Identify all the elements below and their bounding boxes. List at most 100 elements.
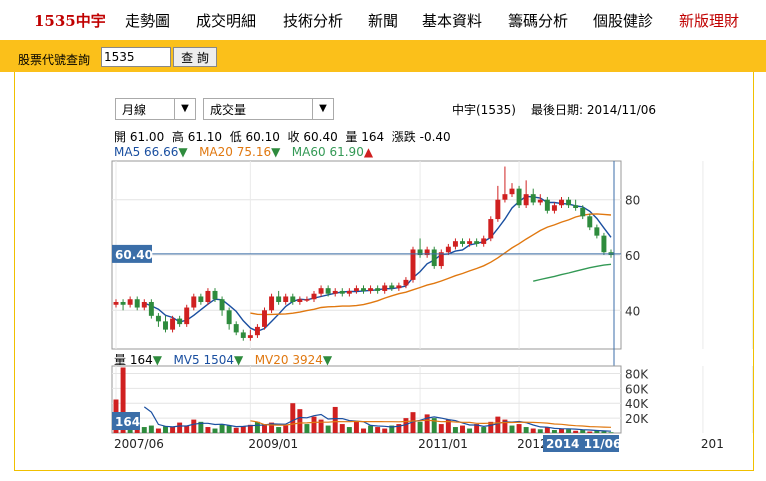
candle-body bbox=[452, 241, 458, 247]
candle-body bbox=[170, 318, 176, 330]
volume-bar bbox=[551, 430, 557, 433]
nav-item-trend[interactable]: 走勢圖 bbox=[125, 12, 171, 30]
candle-body bbox=[474, 241, 480, 244]
close-value: 60.40 bbox=[303, 130, 338, 144]
candle-body bbox=[530, 194, 536, 203]
vol-value: 164 bbox=[129, 353, 153, 367]
volume-bar bbox=[474, 424, 480, 433]
nav-item-technical[interactable]: 技術分析 bbox=[283, 12, 344, 30]
ma60-line bbox=[533, 263, 612, 282]
nav-item-trades[interactable]: 成交明細 bbox=[196, 12, 257, 30]
nav-item-chips[interactable]: 籌碼分析 bbox=[508, 12, 569, 30]
candle-body bbox=[580, 208, 586, 217]
volume-bar bbox=[417, 421, 423, 433]
candle-body bbox=[276, 296, 282, 302]
candle-body bbox=[304, 299, 310, 301]
candle-body bbox=[481, 238, 487, 244]
nav-item-basic-info[interactable]: 基本資料 bbox=[422, 12, 483, 30]
candle-body bbox=[445, 246, 451, 253]
indicator-select[interactable]: 成交量 ▼ bbox=[203, 98, 334, 120]
candle-body bbox=[551, 205, 557, 211]
candle-body bbox=[573, 205, 579, 208]
volume-bar bbox=[559, 428, 564, 433]
volume-bar bbox=[587, 431, 593, 433]
candle-body bbox=[431, 249, 437, 267]
last-date-tag bbox=[543, 435, 619, 452]
volume-bar bbox=[488, 421, 494, 433]
volume-bar bbox=[191, 419, 197, 433]
nav-item-new-finance[interactable]: 新版理財 bbox=[679, 12, 740, 30]
candle-body bbox=[148, 302, 154, 316]
volume-bar bbox=[573, 430, 579, 433]
candle-body bbox=[113, 302, 119, 305]
period-select-value: 月線 bbox=[122, 103, 147, 117]
query-button[interactable]: 查 詢 bbox=[173, 47, 217, 67]
brand-title[interactable]: 1535中宇 bbox=[34, 12, 106, 30]
arrow-down-icon: ▼ bbox=[322, 353, 333, 367]
volume-bar bbox=[198, 421, 204, 433]
arrow-down-icon: ▼ bbox=[178, 145, 188, 159]
chevron-down-icon: ▼ bbox=[174, 99, 195, 119]
current-price-tag bbox=[112, 244, 152, 263]
low-label: 低 bbox=[229, 130, 242, 144]
candle-body bbox=[488, 219, 494, 239]
volume-bar bbox=[523, 427, 529, 433]
candle-body bbox=[318, 288, 324, 294]
volume-bar bbox=[530, 428, 536, 433]
volume-bar bbox=[403, 418, 409, 433]
arrow-down-icon: ▼ bbox=[152, 353, 162, 367]
candle-body bbox=[177, 318, 183, 325]
ma5-value: 66.66 bbox=[144, 145, 179, 159]
ohlc-row: 開 61.00 高 61.10 低 60.10 收 60.40 量 164 漲跌… bbox=[114, 128, 451, 145]
candle-body bbox=[460, 241, 465, 244]
candle-body bbox=[361, 288, 366, 291]
candle-body bbox=[523, 194, 529, 206]
ma-row: MA5 66.66▼ MA20 75.16▼ MA60 61.90▲ bbox=[114, 145, 373, 159]
candle-body bbox=[247, 335, 253, 338]
candle-body bbox=[219, 299, 225, 311]
current-price-tag-label: 60.40 bbox=[115, 248, 153, 262]
volume-bar bbox=[226, 425, 232, 433]
volume-bar bbox=[148, 425, 154, 433]
nav-item-news[interactable]: 新聞 bbox=[368, 12, 399, 30]
x-tick-label: 2009/01 bbox=[248, 437, 298, 451]
candle-body bbox=[516, 188, 522, 206]
candle-body bbox=[601, 235, 607, 253]
query-label: 股票代號查詢 bbox=[18, 53, 91, 67]
candle-body bbox=[544, 199, 550, 211]
x-tick-label: 201 bbox=[701, 437, 724, 451]
last-date: 最後日期: 2014/11/06 bbox=[531, 103, 657, 117]
candle-body bbox=[346, 290, 352, 294]
mv5-value: 1504 bbox=[203, 353, 235, 367]
arrow-up-icon: ▲ bbox=[363, 145, 374, 159]
candle-body bbox=[375, 288, 381, 291]
period-select[interactable]: 月線 ▼ bbox=[115, 98, 196, 120]
volume-bar bbox=[375, 427, 381, 433]
volume-bar bbox=[361, 428, 366, 433]
candle-body bbox=[297, 299, 303, 302]
candle-body bbox=[290, 296, 296, 302]
mv5-line bbox=[143, 406, 612, 432]
ma20-label: MA20 bbox=[199, 145, 233, 159]
volume-bar bbox=[318, 419, 324, 433]
candle-body bbox=[368, 288, 374, 291]
volume-bar bbox=[163, 426, 168, 433]
volume-bar bbox=[233, 427, 239, 433]
volume-bar bbox=[205, 427, 211, 433]
mv20-label: MV20 bbox=[254, 353, 289, 367]
volume-bar bbox=[170, 427, 176, 433]
candle-body bbox=[353, 288, 359, 291]
query-bar: 股票代號查詢 查 詢 bbox=[0, 40, 766, 72]
volume-bar bbox=[410, 412, 416, 433]
volume-bar bbox=[452, 427, 458, 433]
volume-bar bbox=[254, 421, 260, 433]
arrow-down-icon: ▼ bbox=[234, 353, 244, 367]
volume-bar bbox=[460, 425, 465, 433]
volume-bar bbox=[580, 430, 586, 433]
stock-code-input[interactable] bbox=[101, 47, 171, 67]
nav-item-health[interactable]: 個股健診 bbox=[593, 12, 654, 30]
candle-body bbox=[233, 324, 239, 333]
candle-body bbox=[332, 290, 338, 294]
candle-body bbox=[537, 199, 543, 203]
